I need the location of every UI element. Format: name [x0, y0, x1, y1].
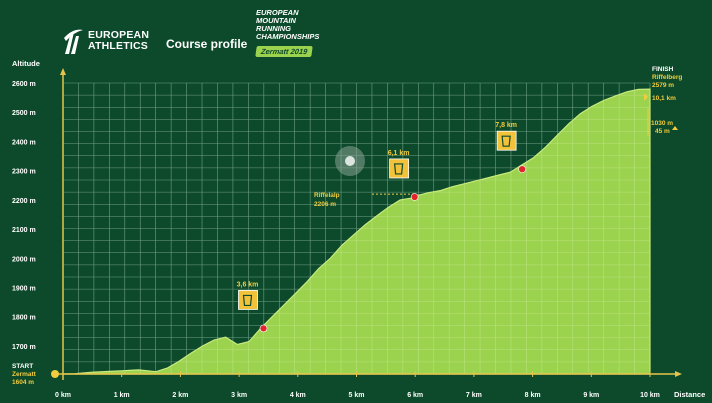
start-marker [51, 370, 59, 378]
x-tick-label: 8 km [525, 392, 541, 399]
championship-logo: EUROPEAN MOUNTAIN RUNNING CHAMPIONSHIPS … [255, 9, 336, 59]
athletics-logo-icon [64, 29, 83, 54]
summary-climb: 1030 m [651, 120, 673, 127]
cup-icon [501, 135, 511, 147]
logo-line-1: EUROPEAN [88, 29, 150, 41]
summary-distance: 10,1 km [652, 95, 676, 102]
x-tick-label: 6 km [407, 392, 423, 399]
x-tick-label: 5 km [349, 392, 365, 399]
y-tick-label: 1700 m [12, 344, 36, 351]
logo-line-2: ATHLETICS [88, 40, 148, 52]
y-tick-label: 2400 m [12, 139, 36, 146]
finish-label: FINISH [652, 66, 674, 73]
drink-station-marker [410, 193, 419, 201]
start-location: Zermatt [12, 371, 37, 378]
drink-station-label: 3,6 km [237, 281, 259, 288]
champ-line-2: MOUNTAIN [256, 16, 296, 25]
y-tick-label: 1900 m [12, 286, 36, 293]
x-tick-label: 10 km [640, 392, 660, 399]
y-tick-label: 2200 m [12, 198, 36, 205]
x-tick-label: 9 km [583, 392, 599, 399]
champ-line-1: EUROPEAN [256, 8, 299, 17]
start-label: START [12, 363, 33, 370]
cursor-dot [345, 156, 355, 166]
finish-altitude: 2579 m [652, 82, 674, 89]
drink-station-marker [518, 165, 526, 173]
y-tick-label: 2000 m [12, 256, 36, 263]
x-tick-label: 1 km [114, 392, 130, 399]
x-axis-label: Distance [674, 390, 705, 399]
x-tick-label: 2 km [172, 392, 188, 399]
drink-station-box [496, 130, 517, 151]
champ-line-4: CHAMPIONSHIPS [256, 32, 320, 41]
european-athletics-logo: EUROPEAN ATHLETICS [62, 26, 149, 56]
drink-station-marker [259, 324, 268, 333]
logo-text: EUROPEAN ATHLETICS [88, 30, 149, 52]
y-tick-label: 2300 m [12, 169, 36, 176]
distance-marker [644, 93, 648, 101]
page-title: Course profile [166, 37, 248, 51]
x-tick-label: 4 km [290, 392, 306, 399]
drink-station-box [238, 290, 258, 310]
drink-station-label: 6,1 km [388, 150, 410, 157]
y-tick-label: 2100 m [12, 227, 36, 234]
summary-time: 45 m [655, 128, 670, 135]
x-axis-arrow [675, 371, 682, 377]
y-tick-label: 1800 m [12, 315, 36, 322]
x-tick-label: 0 km [55, 392, 71, 399]
elevation-area [62, 88, 651, 375]
drink-station-label: 7,8 km [495, 122, 517, 129]
start-altitude: 1604 m [12, 379, 34, 386]
x-tick-label: 7 km [466, 392, 482, 399]
drink-station-box [389, 158, 410, 179]
finish-location: Riffelberg [652, 74, 682, 81]
y-axis-label: Altitude [12, 59, 40, 68]
y-tick-label: 2500 m [12, 110, 36, 117]
y-tick-label: 2600 m [12, 81, 36, 88]
riffelalp-altitude: 2206 m [314, 201, 336, 208]
y-axis-arrow [60, 68, 66, 75]
cup-icon [393, 163, 404, 175]
time-arrow [672, 126, 678, 130]
champ-line-3: RUNNING [256, 24, 291, 33]
championship-name: EUROPEAN MOUNTAIN RUNNING CHAMPIONSHIPS [256, 9, 336, 41]
x-tick-label: 3 km [231, 392, 247, 399]
riffelalp-label: Riffelalp [314, 192, 340, 199]
cup-icon [242, 294, 253, 307]
